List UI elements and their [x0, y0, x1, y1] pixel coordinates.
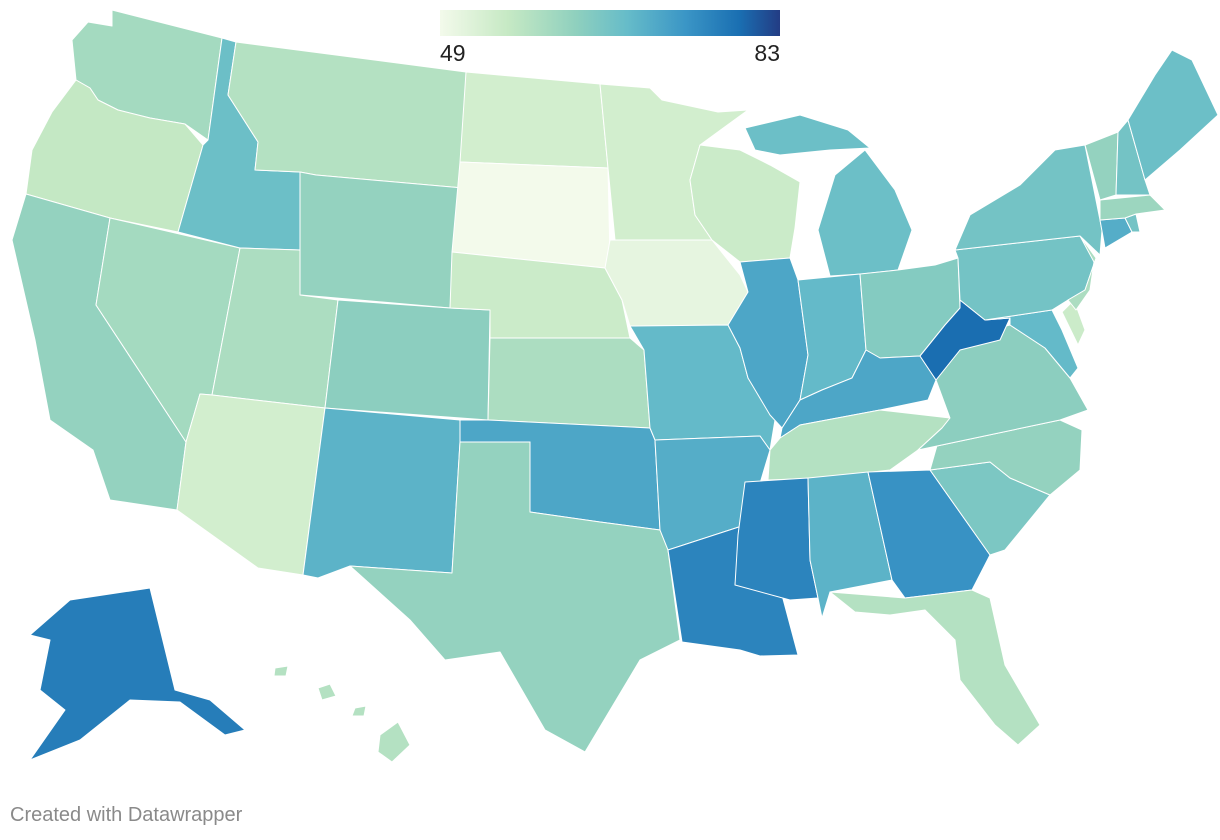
state-co[interactable]: [324, 299, 491, 421]
state-az[interactable]: [176, 393, 326, 576]
legend-max-label: 83: [754, 40, 780, 66]
state-hi[interactable]: [273, 665, 411, 763]
state-nd[interactable]: [459, 71, 609, 169]
state-ms[interactable]: [734, 477, 819, 601]
state-nj[interactable]: [1067, 235, 1097, 311]
datawrapper-credit: Created with Datawrapper: [10, 804, 243, 826]
legend-gradient-bar: [440, 10, 780, 36]
state-md[interactable]: [984, 309, 1079, 379]
state-nm[interactable]: [302, 407, 461, 579]
state-sd[interactable]: [451, 161, 611, 269]
state-tx[interactable]: [349, 441, 681, 753]
state-ia[interactable]: [604, 239, 749, 327]
state-de[interactable]: [1061, 299, 1086, 346]
state-nc[interactable]: [917, 419, 1083, 496]
state-mt[interactable]: [227, 41, 467, 189]
state-nh[interactable]: [1115, 119, 1151, 196]
state-me[interactable]: [1127, 49, 1219, 181]
state-il[interactable]: [727, 257, 809, 429]
color-legend: 49 83: [440, 10, 780, 66]
state-ks[interactable]: [487, 337, 651, 429]
state-wy[interactable]: [299, 171, 464, 309]
legend-min-label: 49: [440, 40, 466, 66]
state-fl[interactable]: [829, 589, 1041, 746]
state-ak[interactable]: [29, 587, 246, 761]
